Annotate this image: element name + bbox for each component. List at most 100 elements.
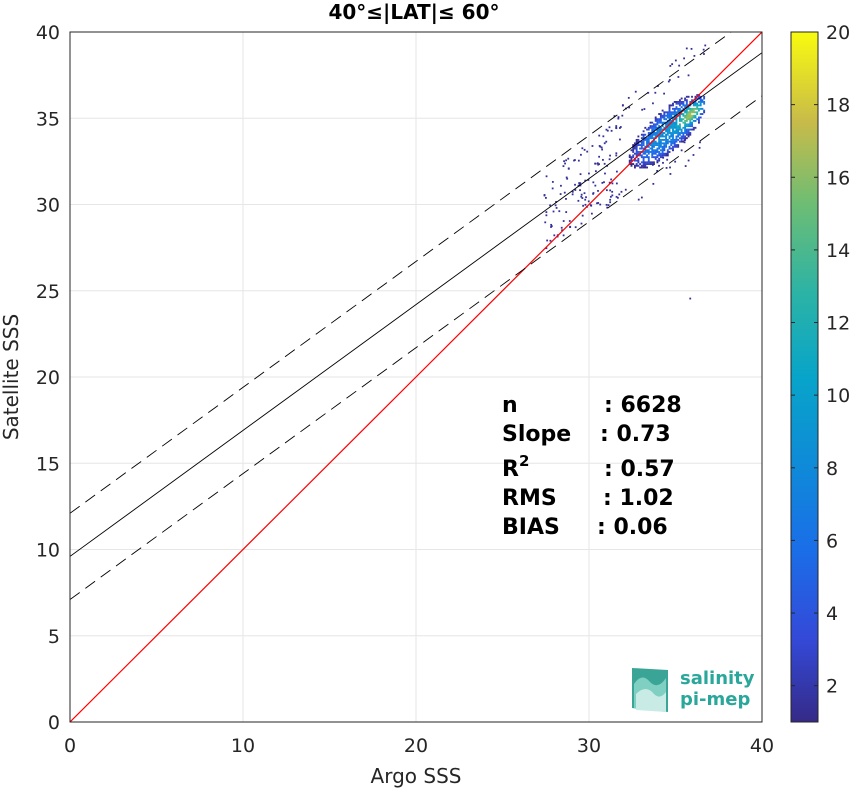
density-cell xyxy=(597,189,599,192)
density-cell xyxy=(618,127,621,129)
density-cell xyxy=(673,125,676,128)
density-cell xyxy=(646,137,648,140)
density-cell xyxy=(675,119,678,122)
density-cell xyxy=(684,116,687,119)
density-cell xyxy=(699,107,702,110)
y-tick-label: 25 xyxy=(36,281,60,303)
density-cell xyxy=(635,159,638,162)
density-cell xyxy=(668,119,671,122)
density-cell xyxy=(656,144,659,147)
density-cell xyxy=(633,152,636,155)
density-cell xyxy=(677,145,680,148)
density-cell xyxy=(651,144,654,147)
density-cell xyxy=(697,119,700,122)
density-cell xyxy=(665,142,668,145)
density-cell xyxy=(611,182,614,185)
density-cell xyxy=(651,125,654,128)
density-cell xyxy=(696,94,699,96)
density-cell xyxy=(694,107,697,110)
density-cell xyxy=(691,109,693,112)
density-cell xyxy=(635,164,638,167)
density-cell xyxy=(659,113,662,115)
density-cell xyxy=(687,95,690,98)
density-cell xyxy=(696,102,699,105)
density-cell xyxy=(651,133,654,136)
density-cell xyxy=(642,163,645,165)
density-cell xyxy=(663,118,666,121)
density-cell xyxy=(656,147,659,150)
density-cell xyxy=(675,135,678,138)
density-cell xyxy=(637,152,640,155)
density-cell xyxy=(646,149,648,152)
density-cell xyxy=(552,210,555,213)
density-cell xyxy=(675,121,678,124)
density-cell xyxy=(665,140,668,143)
density-cell xyxy=(658,113,661,115)
density-cell xyxy=(649,144,652,147)
density-cell xyxy=(678,64,681,67)
density-cell xyxy=(659,138,662,141)
density-cell xyxy=(684,126,687,129)
density-cell xyxy=(672,149,674,152)
density-cell xyxy=(654,151,657,153)
density-cell xyxy=(665,118,668,121)
density-cell xyxy=(674,59,677,62)
density-cell xyxy=(627,96,630,99)
density-cell xyxy=(640,144,643,147)
density-cell xyxy=(670,132,673,134)
density-cell xyxy=(670,116,673,119)
density-cell xyxy=(653,125,655,128)
density-cell xyxy=(689,297,692,300)
density-cell xyxy=(661,133,664,136)
density-cell xyxy=(685,123,688,126)
density-cell xyxy=(632,156,635,159)
density-cell xyxy=(637,161,640,164)
density-cell xyxy=(565,211,568,213)
density-cell xyxy=(658,157,661,160)
density-cell xyxy=(658,135,661,138)
density-cell xyxy=(594,170,597,173)
density-cell xyxy=(628,161,631,164)
density-cell xyxy=(654,116,657,119)
density-cell xyxy=(642,166,645,169)
density-cell xyxy=(666,123,669,126)
density-cell xyxy=(646,138,648,141)
density-cell xyxy=(639,147,642,150)
density-cell xyxy=(644,145,647,148)
density-cell xyxy=(680,140,683,143)
density-cell xyxy=(692,104,695,107)
density-cell xyxy=(653,123,655,126)
density-cell xyxy=(656,149,659,152)
density-cell xyxy=(642,147,645,150)
density-cell xyxy=(609,198,612,201)
density-cell xyxy=(658,137,661,140)
density-cell xyxy=(647,156,650,159)
density-cell xyxy=(663,132,666,134)
density-cell xyxy=(687,116,690,119)
density-cell xyxy=(637,140,640,143)
density-cell xyxy=(678,102,681,105)
density-cell xyxy=(687,159,690,162)
line-fit xyxy=(70,52,762,557)
density-cell xyxy=(663,145,666,148)
density-cell xyxy=(677,102,680,105)
density-cell xyxy=(672,132,674,134)
density-cell xyxy=(642,159,645,162)
density-cell xyxy=(566,177,569,180)
stat-n-value: : 6628 xyxy=(604,393,682,418)
density-cell xyxy=(578,182,581,184)
density-cell xyxy=(666,152,669,155)
density-cell xyxy=(680,135,683,138)
density-cell xyxy=(637,138,640,141)
density-cell xyxy=(577,159,580,162)
density-cell xyxy=(687,74,690,77)
density-cell xyxy=(653,142,655,145)
density-cell xyxy=(666,128,669,131)
density-cell xyxy=(654,140,657,143)
density-cell xyxy=(640,137,643,140)
density-cell xyxy=(697,107,700,110)
stat-bias-label: BIAS xyxy=(502,515,560,540)
density-cell xyxy=(682,104,685,107)
density-cell xyxy=(661,114,664,117)
density-cell xyxy=(691,118,693,121)
